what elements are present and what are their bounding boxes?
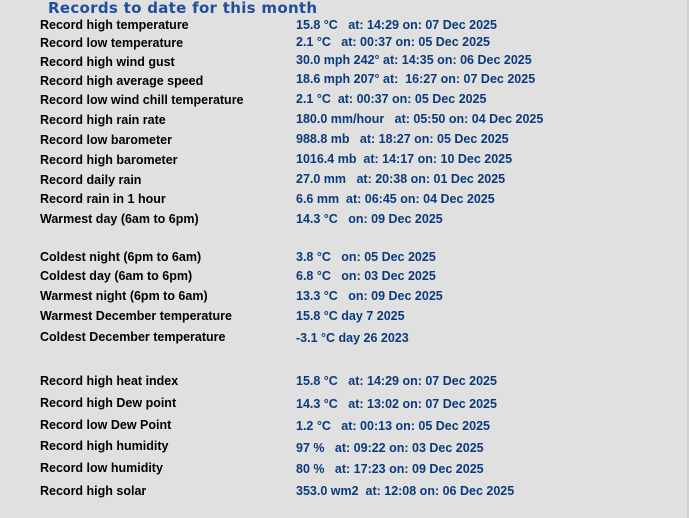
record-label: Record daily rain <box>40 173 142 187</box>
record-value: 6.6 mm at: 06:45 on: 04 Dec 2025 <box>296 192 495 206</box>
record-label: Record high barometer <box>40 153 178 167</box>
record-label: Record low wind chill temperature <box>40 93 244 107</box>
page-title: Records to date for this month <box>48 0 318 17</box>
record-label: Record high temperature <box>40 18 189 32</box>
window-edge <box>687 0 689 518</box>
record-value: 97 % at: 09:22 on: 03 Dec 2025 <box>296 441 484 455</box>
record-value: 13.3 °C on: 09 Dec 2025 <box>296 289 443 303</box>
record-label: Record high humidity <box>40 439 169 453</box>
record-label: Coldest day (6am to 6pm) <box>40 269 193 283</box>
record-label: Record low temperature <box>40 36 184 50</box>
record-value: 18.6 mph 207° at: 16:27 on: 07 Dec 2025 <box>296 72 536 86</box>
record-value: 353.0 wm2 at: 12:08 on: 06 Dec 2025 <box>296 484 515 498</box>
record-value: 27.0 mm at: 20:38 on: 01 Dec 2025 <box>296 172 506 186</box>
record-value: 180.0 mm/hour at: 05:50 on: 04 Dec 2025 <box>296 112 544 126</box>
record-value: 1.2 °C at: 00:13 on: 05 Dec 2025 <box>296 419 490 433</box>
record-value: 6.8 °C on: 03 Dec 2025 <box>296 269 436 283</box>
record-label: Warmest day (6am to 6pm) <box>40 212 199 226</box>
record-value: 80 % at: 17:23 on: 09 Dec 2025 <box>296 462 484 476</box>
record-value: 988.8 mb at: 18:27 on: 05 Dec 2025 <box>296 132 509 146</box>
record-value: 15.8 °C at: 14:29 on: 07 Dec 2025 <box>296 18 497 32</box>
record-value: 30.0 mph 242° at: 14:35 on: 06 Dec 2025 <box>296 53 532 67</box>
record-label: Warmest night (6pm to 6am) <box>40 289 208 303</box>
record-label: Record low barometer <box>40 133 172 147</box>
record-value: 15.8 °C day 7 2025 <box>296 309 405 323</box>
record-label: Warmest December temperature <box>40 309 232 323</box>
record-label: Record high solar <box>40 484 147 498</box>
record-label: Record high wind gust <box>40 55 175 69</box>
record-label: Record high heat index <box>40 374 179 388</box>
record-value: 14.3 °C at: 13:02 on: 07 Dec 2025 <box>296 397 497 411</box>
record-label: Coldest December temperature <box>40 330 226 344</box>
record-value: -3.1 °C day 26 2023 <box>296 331 409 345</box>
record-label: Record low humidity <box>40 461 163 475</box>
record-value: 2.1 °C at: 00:37 on: 05 Dec 2025 <box>296 35 490 49</box>
record-label: Coldest night (6pm to 6am) <box>40 250 202 264</box>
record-value: 15.8 °C at: 14:29 on: 07 Dec 2025 <box>296 374 497 388</box>
record-value: 3.8 °C on: 05 Dec 2025 <box>296 250 436 264</box>
record-label: Record high Dew point <box>40 396 177 410</box>
record-value: 14.3 °C on: 09 Dec 2025 <box>296 212 443 226</box>
record-label: Record high rain rate <box>40 113 166 127</box>
record-label: Record high average speed <box>40 74 204 88</box>
record-label: Record rain in 1 hour <box>40 192 166 206</box>
record-value: 2.1 °C at: 00:37 on: 05 Dec 2025 <box>296 92 487 106</box>
record-label: Record low Dew Point <box>40 418 172 432</box>
record-value: 1016.4 mb at: 14:17 on: 10 Dec 2025 <box>296 152 513 166</box>
